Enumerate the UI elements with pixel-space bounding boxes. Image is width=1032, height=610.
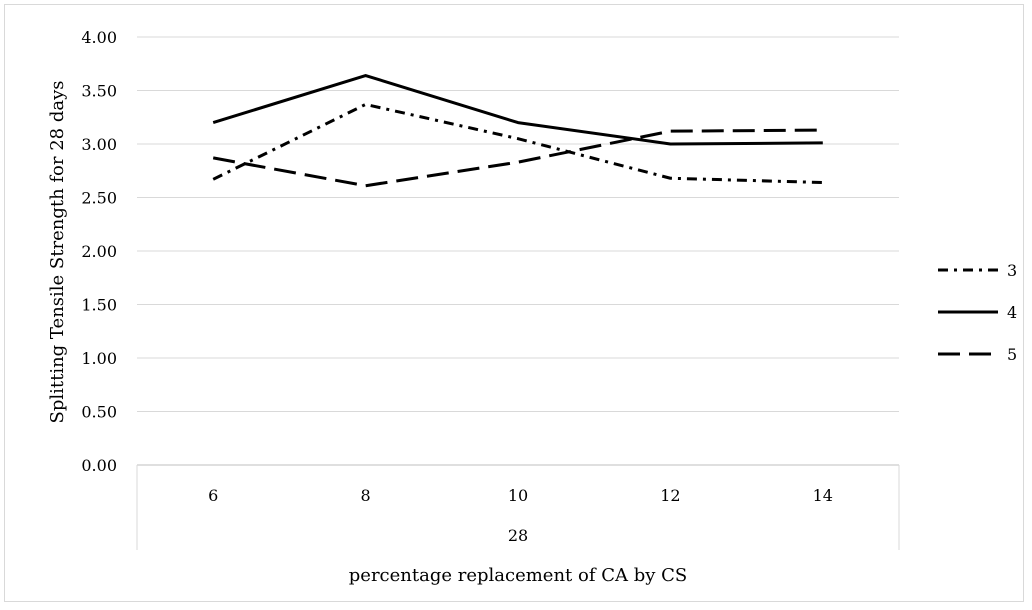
y-tick-label: 2.00 xyxy=(81,242,117,261)
legend-label-4: 4 xyxy=(1007,303,1017,322)
legend-label-5: 5 xyxy=(1007,345,1017,364)
chart-frame xyxy=(4,4,1024,602)
legend-label-3: 3 xyxy=(1007,261,1017,280)
y-tick-label: 1.50 xyxy=(81,296,117,315)
gridlines xyxy=(137,36,899,466)
x-tick-label: 8 xyxy=(361,486,371,505)
x-tick-label: 10 xyxy=(508,486,528,505)
y-tick-label: 1.00 xyxy=(81,349,117,368)
x-tick-label: 6 xyxy=(208,486,218,505)
x-axis: 6 8 10 12 14 28 xyxy=(136,465,900,550)
x-group-label: 28 xyxy=(508,526,528,545)
series-lines xyxy=(212,74,823,188)
y-tick-label: 3.50 xyxy=(81,82,117,101)
x-axis-title: percentage replacement of CA by CS xyxy=(349,565,687,586)
y-tick-label: 0.00 xyxy=(81,456,117,475)
x-tick-label: 14 xyxy=(813,486,833,505)
y-tick-label: 3.00 xyxy=(81,135,117,154)
legend: 3 4 5 xyxy=(938,261,1017,364)
y-tick-label: 0.50 xyxy=(81,403,117,422)
series-line-5 xyxy=(212,128,823,188)
y-tick-label: 4.00 xyxy=(81,28,117,47)
series-line-3 xyxy=(212,102,823,185)
y-axis: 0.00 0.50 1.00 1.50 2.00 2.50 3.00 3.50 4.00 xyxy=(81,28,117,475)
series-line-4 xyxy=(212,74,823,146)
y-axis-title: Splitting Tensile Strength for 28 days xyxy=(47,80,68,423)
y-tick-label: 2.50 xyxy=(81,189,117,208)
x-tick-label: 12 xyxy=(660,486,680,505)
